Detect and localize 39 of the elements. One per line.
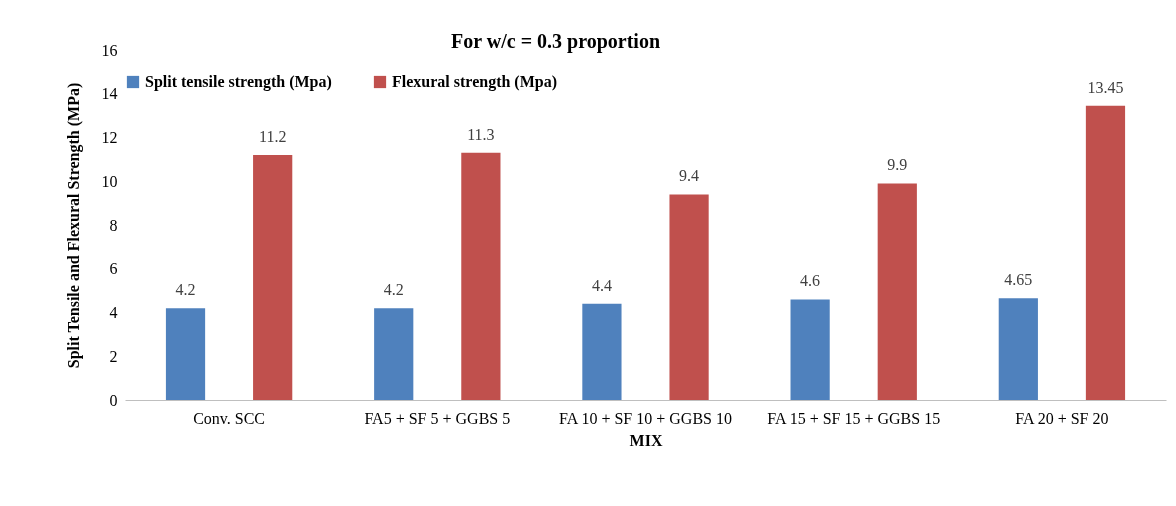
x-tick-label: FA 20 + SF 20 — [1015, 409, 1109, 427]
y-tick-label: 6 — [109, 260, 118, 278]
y-tick-label: 10 — [101, 172, 118, 190]
y-tick-label: 14 — [101, 85, 118, 103]
legend-label: Split tensile strength (Mpa) — [145, 73, 332, 91]
y-tick-label: 12 — [101, 129, 118, 146]
y-tick-label: 2 — [109, 347, 118, 365]
data-label: 4.65 — [1004, 271, 1033, 289]
bar — [669, 194, 709, 400]
y-tick-label: 8 — [109, 216, 118, 234]
y-tick-label: 0 — [109, 391, 118, 409]
data-label: 9.9 — [887, 156, 908, 174]
bar — [461, 152, 501, 400]
x-tick-label: FA 10 + SF 10 + GGBS 10 — [559, 409, 732, 427]
chart-title: For w/c = 0.3 proportion — [451, 30, 660, 53]
x-tick-label: Conv. SCC — [193, 409, 266, 427]
y-tick-label: 16 — [101, 41, 118, 59]
x-axis-title: MIX — [629, 431, 663, 449]
x-tick-label: FA 15 + SF 15 + GGBS 15 — [767, 409, 941, 427]
data-label: 4.4 — [591, 276, 612, 294]
legend-label: Flexural strength (Mpa) — [392, 73, 558, 91]
bar — [165, 308, 206, 400]
bar — [1085, 105, 1126, 400]
x-tick-label: FA5 + SF 5 + GGBS 5 — [364, 409, 511, 427]
bar — [582, 303, 622, 400]
data-label: 4.2 — [175, 281, 196, 299]
y-tick-label: 4 — [109, 304, 118, 321]
bar — [253, 155, 293, 400]
bar — [877, 183, 917, 400]
data-label: 13.45 — [1087, 78, 1124, 96]
data-label: 11.3 — [467, 125, 495, 143]
data-label: 11.2 — [258, 128, 287, 145]
bar — [998, 298, 1038, 400]
bar — [374, 308, 414, 400]
data-label: 9.4 — [679, 167, 700, 185]
data-label: 4.2 — [383, 281, 404, 299]
data-label: 4.6 — [800, 272, 821, 290]
y-axis-title: Split Tensile and Flexural Strength (MPa) — [64, 82, 83, 369]
bar — [790, 299, 830, 400]
